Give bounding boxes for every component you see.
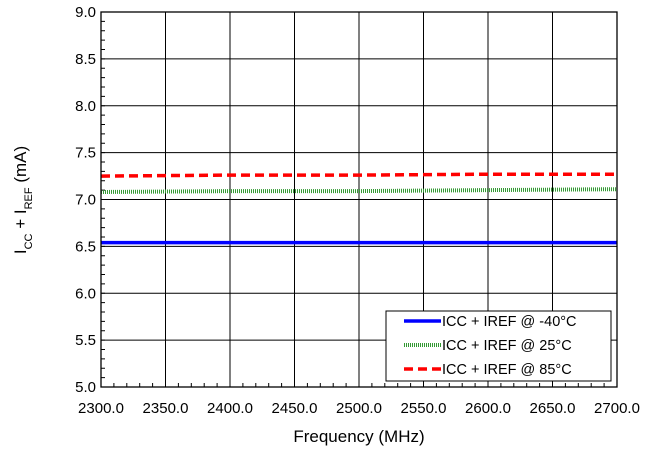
x-tick-label: 2650.0 xyxy=(530,400,576,417)
x-tick-label: 2400.0 xyxy=(207,400,253,417)
y-tick-label: 7.0 xyxy=(75,192,96,209)
y-axis-label-subscript: CC xyxy=(23,233,35,249)
x-axis-label: Frequency (MHz) xyxy=(293,427,424,446)
plot-border xyxy=(100,11,618,388)
y-tick-label: 8.0 xyxy=(75,98,96,115)
x-tick-labels: 2300.0 2350.0 2400.0 2450.0 2500.0 2550.0 2600… xyxy=(78,400,640,417)
series-layer xyxy=(100,172,618,245)
y-tick-label: 6.0 xyxy=(75,285,96,302)
y-axis-label-part: (mA) xyxy=(11,146,30,188)
legend-label-2: ICC + IREF @ 25°C xyxy=(442,338,572,354)
x-tick-label: 2350.0 xyxy=(143,400,189,417)
legend-label-3: ICC + IREF @ 85°C xyxy=(442,362,572,378)
series-line-2 xyxy=(100,187,618,194)
y-tick-label: 5.5 xyxy=(75,332,96,349)
x-tick-label: 2600.0 xyxy=(465,400,511,417)
y-tick-label: 9.0 xyxy=(75,4,96,21)
x-tick-label: 2300.0 xyxy=(78,400,124,417)
y-tick-label: 8.5 xyxy=(75,51,96,68)
legend: ICC + IREF @ -40°C ICC + IREF @ 25°C ICC +… xyxy=(385,310,612,382)
y-axis-label-part: + I xyxy=(11,209,30,233)
y-tick-label: 6.5 xyxy=(75,238,96,255)
x-tick-label: 2550.0 xyxy=(401,400,447,417)
y-tick-label: 5.0 xyxy=(75,379,96,396)
x-tick-label: 2450.0 xyxy=(272,400,318,417)
y-tick-label: 7.5 xyxy=(75,145,96,162)
series-line-3 xyxy=(100,172,617,178)
x-tick-label: 2500.0 xyxy=(336,400,382,417)
x-tick-label: 2700.0 xyxy=(594,400,640,417)
y-tick-labels: 5.0 5.5 6.0 6.5 7.0 7.5 8.0 8.5 9.0 xyxy=(75,4,96,396)
legend-label-1: ICC + IREF @ -40°C xyxy=(442,314,577,330)
y-axis-label-subscript: REF xyxy=(23,187,35,209)
y-axis-label: ICC + IREF (mA) xyxy=(11,146,35,254)
y-axis-label-part: I xyxy=(11,249,30,254)
